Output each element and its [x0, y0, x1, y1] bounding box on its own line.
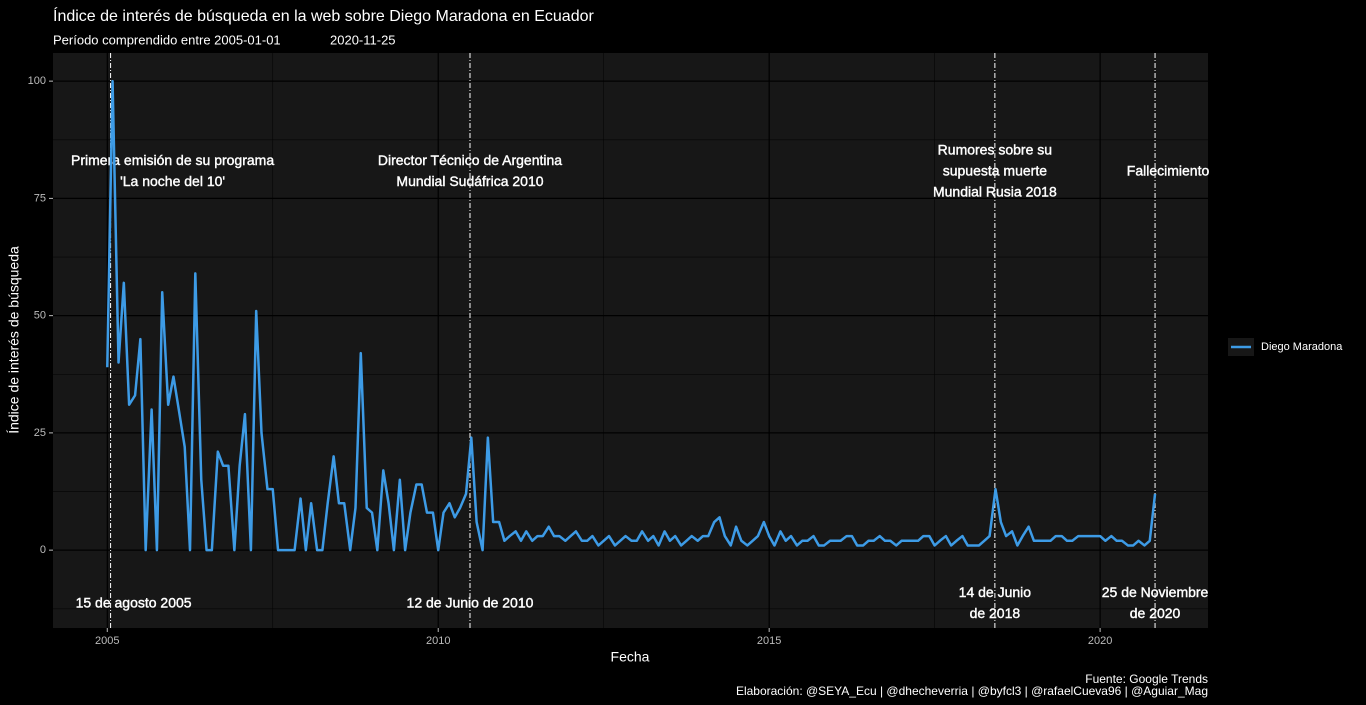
y-axis-label: Índice de interés de búsqueda	[6, 246, 22, 434]
y-tick-label: 0	[40, 544, 46, 556]
plot-panel	[53, 53, 1208, 628]
y-tick-label: 25	[34, 427, 46, 439]
event-label: Primera emisión de su programa	[71, 152, 274, 168]
event-label: Rumores sobre su	[938, 142, 1052, 158]
event-label: Mundial Sudáfrica 2010	[396, 173, 543, 189]
x-tick-label: 2015	[757, 635, 781, 647]
event-label: Mundial Rusia 2018	[933, 184, 1057, 200]
event-label: supuesta muerte	[943, 163, 1047, 179]
event-date: 15 de agosto 2005	[76, 595, 192, 611]
caption: Elaboración: @SEYA_Ecu | @dhecheverria |…	[736, 684, 1208, 698]
subtitle: 2020-11-25	[330, 32, 396, 47]
event-label: 'La noche del 10'	[120, 173, 225, 189]
y-tick-label: 50	[34, 310, 46, 322]
x-axis-label: Fecha	[611, 649, 650, 665]
event-date: de 2020	[1130, 605, 1181, 621]
event-label: Fallecimiento	[1127, 163, 1210, 179]
chart-title: Índice de interés de búsqueda en la web …	[53, 6, 594, 25]
event-date: 25 de Noviembre	[1102, 584, 1209, 600]
x-tick-label: 2010	[426, 635, 450, 647]
subtitle: Período comprendido entre 2005-01-01	[53, 32, 281, 47]
x-tick-label: 2020	[1088, 635, 1112, 647]
caption: Fuente: Google Trends	[1085, 672, 1208, 686]
y-tick-label: 75	[34, 192, 46, 204]
event-date: de 2018	[970, 605, 1021, 621]
y-tick-label: 100	[28, 75, 46, 87]
event-date: 14 de Junio	[959, 584, 1032, 600]
x-tick-label: 2005	[95, 635, 119, 647]
event-date: 12 de Junio de 2010	[407, 595, 534, 611]
event-label: Director Técnico de Argentina	[378, 152, 562, 168]
data-line	[106, 79, 1157, 552]
legend-label: Diego Maradona	[1261, 341, 1343, 353]
